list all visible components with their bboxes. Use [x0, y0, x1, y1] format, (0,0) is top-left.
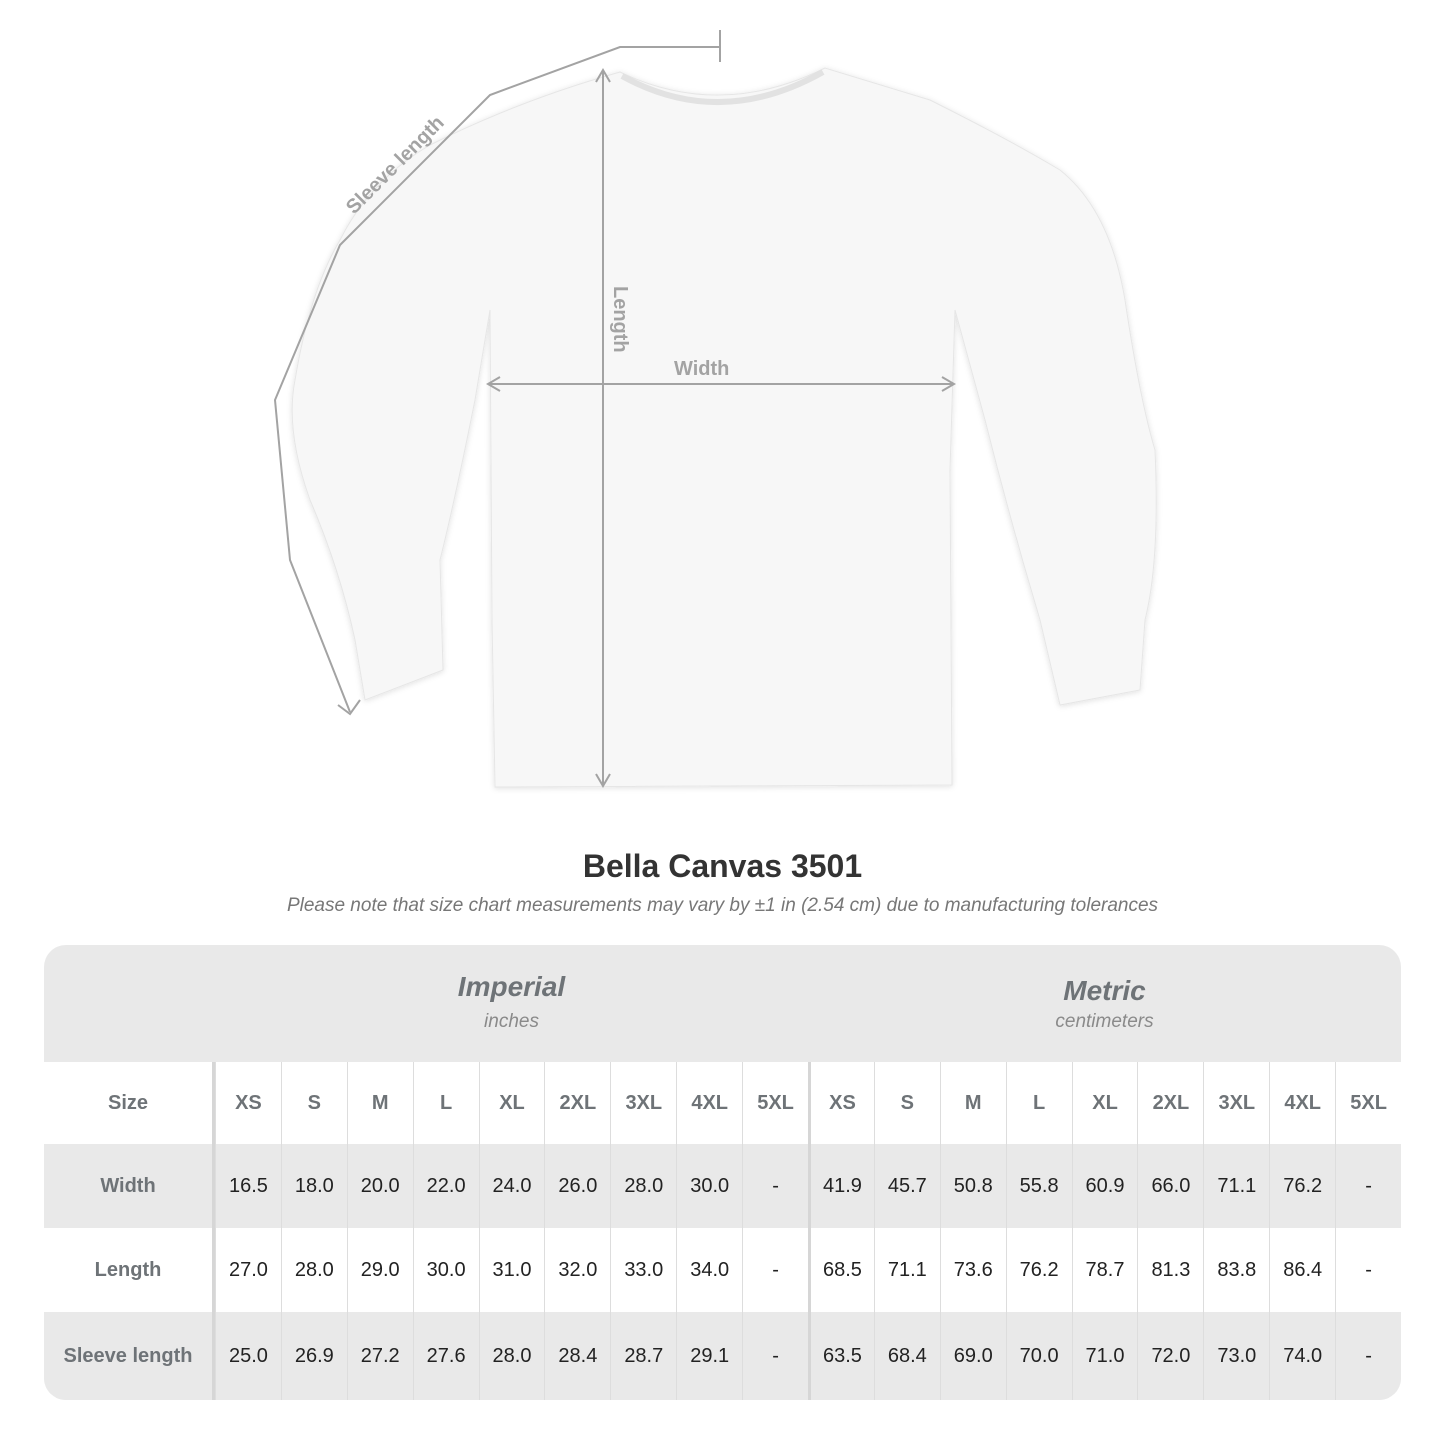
metric-value: 63.5 — [808, 1312, 874, 1400]
metric-value: 76.2 — [1005, 1228, 1072, 1312]
imperial-value: 18.0 — [280, 1144, 347, 1228]
imperial-value: - — [742, 1144, 808, 1228]
collar — [620, 69, 825, 106]
table-row: Sleeve length 25.0 26.9 27.2 27.6 28.0 28.4 28.… — [44, 1312, 1401, 1400]
shirt-shape — [291, 67, 1157, 788]
metric-value: 78.7 — [1071, 1228, 1138, 1312]
size-column-header: S — [280, 1062, 347, 1144]
size-column-header: M — [939, 1062, 1006, 1144]
imperial-value: 26.9 — [280, 1312, 347, 1400]
size-column-header: 3XL — [610, 1062, 676, 1144]
sleeve-length-line — [273, 46, 720, 713]
size-header: Size — [44, 1062, 215, 1144]
metric-value: 72.0 — [1137, 1312, 1203, 1400]
imperial-value: 28.4 — [544, 1312, 610, 1400]
imperial-title: Imperial — [457, 971, 566, 1002]
imperial-value: 16.5 — [215, 1144, 281, 1228]
shirt-illustration: Sleeve length Length Width — [273, 30, 1157, 788]
size-column-header: XS — [215, 1062, 281, 1144]
size-column-header: XS — [808, 1062, 874, 1144]
imperial-value: 27.0 — [215, 1228, 281, 1312]
imperial-value: - — [742, 1228, 808, 1312]
chart-title: Bella Canvas 3501 — [582, 848, 863, 884]
size-column-header: M — [346, 1062, 413, 1144]
metric-value: 60.9 — [1071, 1144, 1138, 1228]
row-label: Width — [44, 1144, 215, 1228]
metric-value: 73.0 — [1203, 1312, 1269, 1400]
metric-value: 74.0 — [1269, 1312, 1335, 1400]
imperial-value: 28.0 — [478, 1312, 545, 1400]
metric-value: 50.8 — [939, 1144, 1006, 1228]
metric-value: 66.0 — [1137, 1144, 1203, 1228]
row-label: Sleeve length — [44, 1312, 215, 1400]
metric-value: 71.1 — [873, 1228, 940, 1312]
metric-title: Metric — [1063, 975, 1146, 1006]
imperial-value: 25.0 — [215, 1312, 281, 1400]
metric-value: 45.7 — [873, 1144, 940, 1228]
table-grid: Size XS S M L XL 2XL 3XL 4XL 5XL XS S M L XL 2XL 3XL 4XL 5… — [44, 1062, 1401, 1400]
size-column-header: 2XL — [1137, 1062, 1203, 1144]
size-column-header: 5XL — [742, 1062, 808, 1144]
width-label: Width — [674, 358, 729, 380]
metric-value: 81.3 — [1137, 1228, 1203, 1312]
imperial-value: 31.0 — [478, 1228, 545, 1312]
header-row: Size XS S M L XL 2XL 3XL 4XL 5XL XS S M L XL 2XL 3XL 4XL 5… — [44, 1062, 1401, 1144]
metric-value: 69.0 — [939, 1312, 1006, 1400]
size-column-header: 4XL — [676, 1062, 742, 1144]
metric-value: 71.1 — [1203, 1144, 1269, 1228]
length-label: Length — [609, 286, 631, 353]
imperial-value: 28.7 — [610, 1312, 676, 1400]
metric-value: 73.6 — [939, 1228, 1006, 1312]
metric-value: - — [1335, 1144, 1401, 1228]
metric-value: 41.9 — [808, 1144, 874, 1228]
imperial-value: 29.1 — [676, 1312, 742, 1400]
metric-value: - — [1335, 1312, 1401, 1400]
imperial-value: 34.0 — [676, 1228, 742, 1312]
size-column-header: 5XL — [1335, 1062, 1401, 1144]
imperial-value: 28.0 — [610, 1144, 676, 1228]
metric-value: 70.0 — [1005, 1312, 1072, 1400]
size-column-header: 3XL — [1203, 1062, 1269, 1144]
imperial-value: 24.0 — [478, 1144, 545, 1228]
imperial-value: - — [742, 1312, 808, 1400]
imperial-value: 26.0 — [544, 1144, 610, 1228]
metric-header: Metric centimeters — [808, 945, 1401, 1062]
metric-value: 55.8 — [1005, 1144, 1072, 1228]
imperial-value: 30.0 — [412, 1228, 479, 1312]
metric-unit: centimeters — [1055, 1011, 1154, 1032]
metric-value: 71.0 — [1071, 1312, 1138, 1400]
imperial-value: 22.0 — [412, 1144, 479, 1228]
metric-value: - — [1335, 1228, 1401, 1312]
imperial-value: 30.0 — [676, 1144, 742, 1228]
imperial-value: 27.6 — [412, 1312, 479, 1400]
metric-value: 86.4 — [1269, 1228, 1335, 1312]
imperial-unit: inches — [484, 1011, 539, 1032]
row-label: Length — [44, 1228, 215, 1312]
size-column-header: 2XL — [544, 1062, 610, 1144]
imperial-value: 28.0 — [280, 1228, 347, 1312]
imperial-value: 32.0 — [544, 1228, 610, 1312]
metric-value: 68.4 — [873, 1312, 940, 1400]
metric-value: 83.8 — [1203, 1228, 1269, 1312]
table-row: Width 16.5 18.0 20.0 22.0 24.0 26.0 28.0 30.0-41… — [44, 1144, 1401, 1228]
imperial-value: 27.2 — [346, 1312, 413, 1400]
size-column-header: L — [1005, 1062, 1072, 1144]
tolerance-note: Please note that size chart measurements… — [286, 895, 1159, 916]
imperial-value: 33.0 — [610, 1228, 676, 1312]
size-column-header: 4XL — [1269, 1062, 1335, 1144]
size-column-header: L — [412, 1062, 479, 1144]
size-column-header: S — [873, 1062, 940, 1144]
imperial-value: 29.0 — [346, 1228, 413, 1312]
metric-value: 76.2 — [1269, 1144, 1335, 1228]
imperial-value: 20.0 — [346, 1144, 413, 1228]
metric-value: 68.5 — [808, 1228, 874, 1312]
imperial-header: Imperial inches — [215, 945, 808, 1062]
table-row: Length 27.0 28.0 29.0 30.0 31.0 32.0 33.0 34.0-6… — [44, 1228, 1401, 1312]
size-column-header: XL — [478, 1062, 545, 1144]
size-table: Imperial inches Metric centimeters Size X… — [44, 945, 1401, 1400]
size-column-header: XL — [1071, 1062, 1138, 1144]
